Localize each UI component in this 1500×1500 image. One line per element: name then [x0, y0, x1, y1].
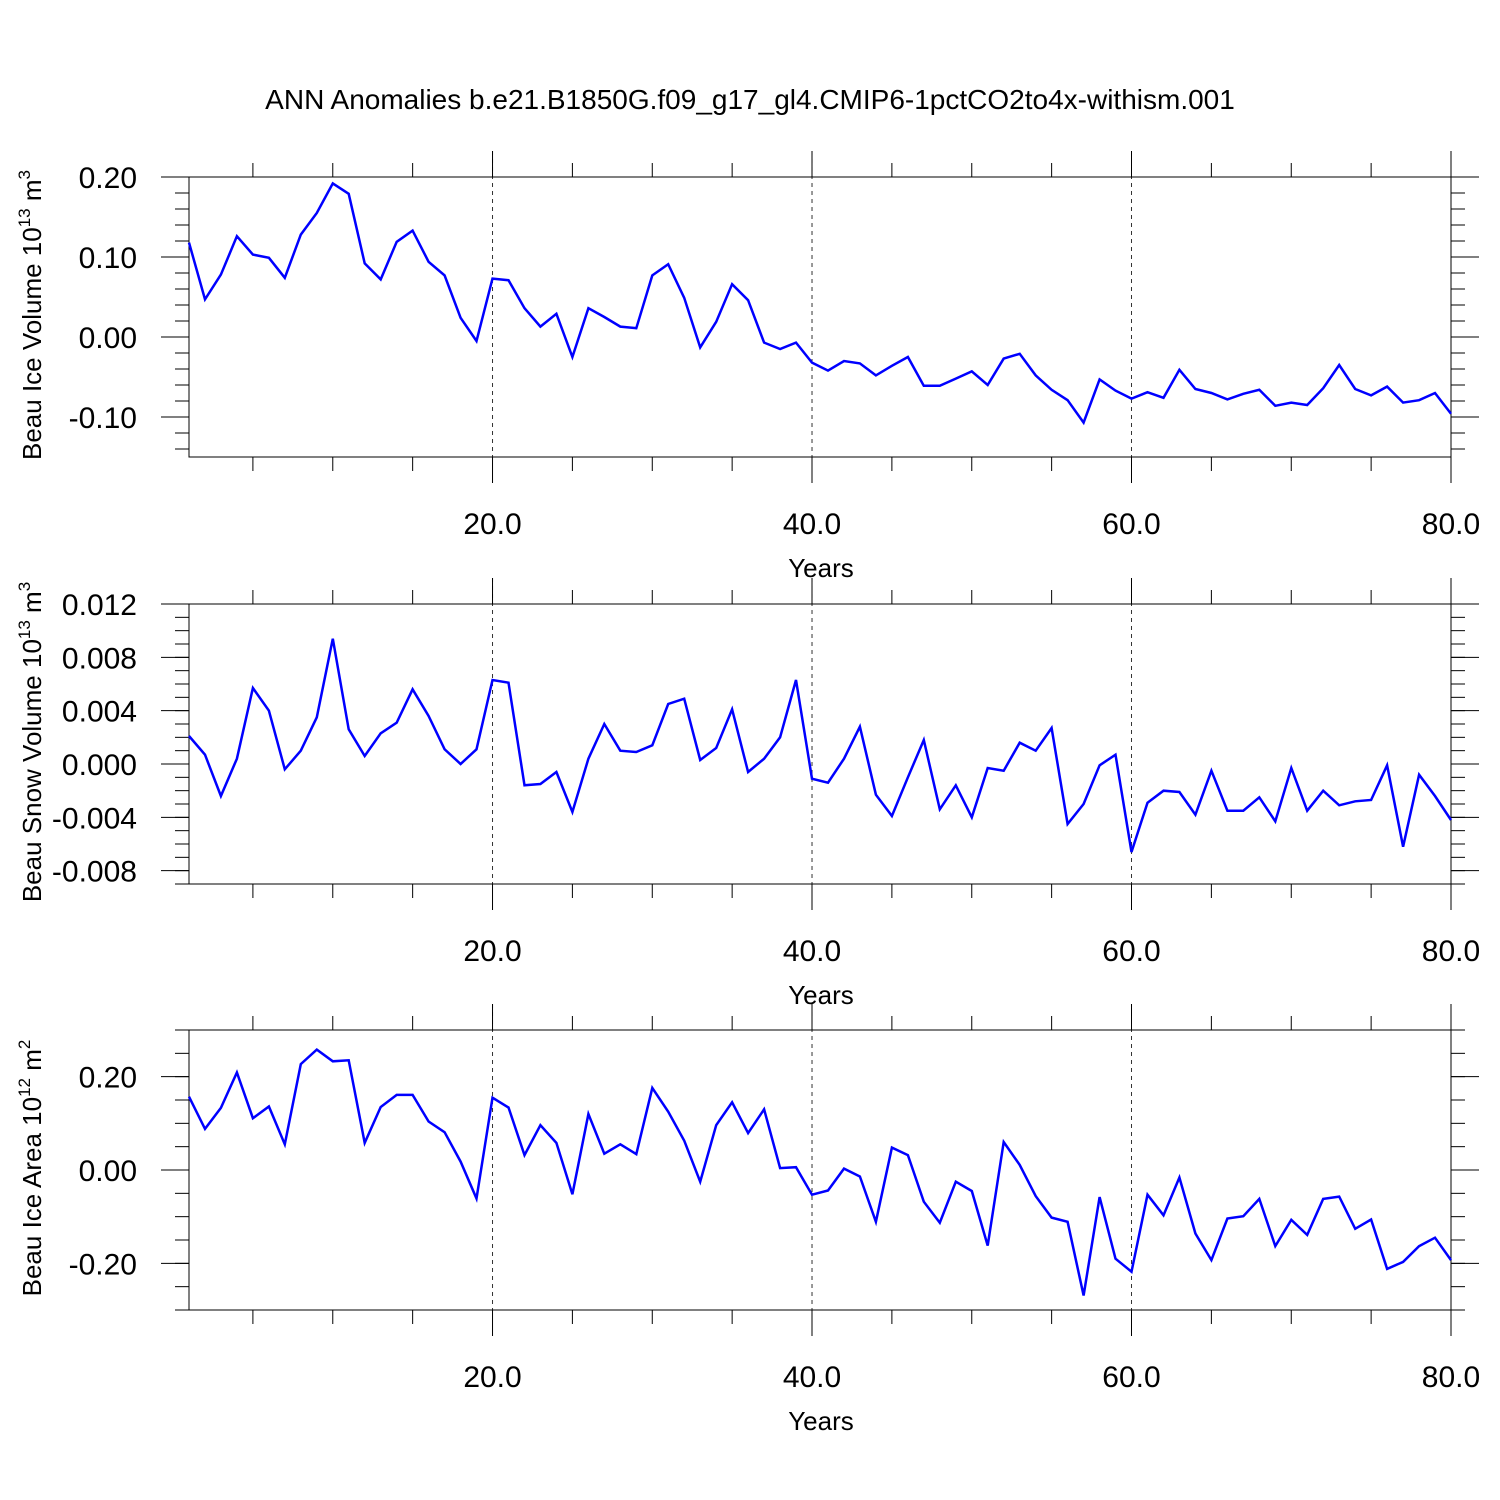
x-tick-label: 20.0 [463, 1361, 521, 1394]
y-axis-label: Beau Ice Volume 1013 m3 [15, 170, 47, 460]
x-tick-label: 80.0 [1422, 508, 1480, 541]
y-tick-label: 0.20 [79, 162, 137, 195]
series-line [188, 638, 1453, 853]
y-tick-label: 0.20 [79, 1062, 137, 1095]
y-axis-label-unit-exponent: 3 [15, 170, 34, 179]
y-axis-label-text: Beau Ice Volume 10 [17, 227, 47, 460]
x-tick-label: 60.0 [1102, 1361, 1160, 1394]
x-tick-label: 60.0 [1102, 508, 1160, 541]
x-tick-label: 20.0 [463, 935, 521, 968]
x-axis-label: Years [788, 553, 854, 583]
y-tick-label: -0.20 [69, 1248, 137, 1281]
x-axis-label: Years [788, 1406, 854, 1436]
x-tick-label: 40.0 [783, 1361, 841, 1394]
y-tick-label: -0.004 [52, 802, 137, 835]
ice-area-panel: 0.20 0.00 -0.20 20.0 40.0 60.0 80.0 Years Beau I… [15, 1004, 1480, 1436]
y-axis-label-unit: m [17, 591, 47, 620]
y-axis-label-text: Beau Snow Volume 10 [17, 639, 47, 902]
y-axis-label-unit-exponent: 2 [15, 1040, 34, 1049]
x-tick-label: 20.0 [463, 508, 521, 541]
plot-frame [188, 176, 1452, 458]
plot-frame [188, 603, 1452, 885]
y-tick-label: -0.10 [69, 402, 137, 435]
y-axis-label-exponent: 13 [15, 620, 34, 639]
y-axis-label: Beau Snow Volume 1013 m3 [15, 582, 47, 902]
y-axis-label-exponent: 13 [15, 208, 34, 227]
y-axis-label-unit: m [17, 179, 47, 208]
y-tick-label: 0.10 [79, 242, 137, 275]
y-axis-label-text: Beau Ice Area 10 [17, 1097, 47, 1296]
series-line [187, 1047, 1453, 1296]
x-tick-label: 80.0 [1422, 935, 1480, 968]
ice-volume-panel: 0.20 0.10 0.00 -0.10 20.0 40.0 60.0 80.0 Years Be… [15, 151, 1480, 583]
x-tick-label: 60.0 [1102, 935, 1160, 968]
x-tick-label: 80.0 [1422, 1361, 1480, 1394]
page-title: ANN Anomalies b.e21.B1850G.f09_g17_gl4.C… [265, 84, 1235, 115]
x-tick-label: 40.0 [783, 508, 841, 541]
y-tick-label: -0.008 [52, 856, 137, 889]
y-tick-label: 0.004 [62, 696, 137, 729]
plot-frame [188, 1029, 1452, 1311]
y-tick-label: 0.012 [62, 589, 137, 622]
x-tick-label: 40.0 [783, 935, 841, 968]
y-tick-label: 0.008 [62, 642, 137, 675]
snow-volume-panel: 0.012 0.008 0.004 0.000 -0.004 -0.008 20.0 40.0… [15, 578, 1480, 1010]
series-line [187, 181, 1452, 426]
y-axis-label-unit: m [17, 1049, 47, 1078]
x-axis-label: Years [788, 980, 854, 1010]
y-axis-label-exponent: 12 [15, 1078, 34, 1097]
y-tick-label: 0.00 [79, 1155, 137, 1188]
y-tick-label: 0.00 [79, 322, 137, 355]
y-axis-label-unit-exponent: 3 [15, 582, 34, 591]
y-axis-label: Beau Ice Area 1012 m2 [15, 1040, 47, 1297]
y-tick-label: 0.000 [62, 749, 137, 782]
